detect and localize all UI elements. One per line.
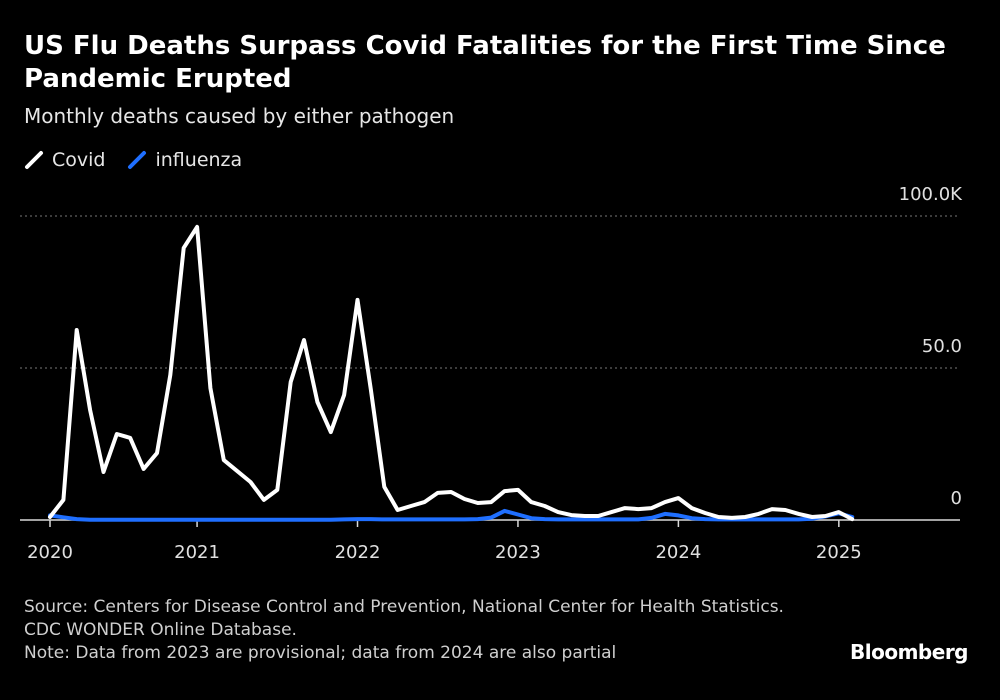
legend: Covid influenza <box>24 149 242 171</box>
legend-swatch-line <box>25 151 43 169</box>
chart-title: US Flu Deaths Surpass Covid Fatalities f… <box>24 31 946 94</box>
line-series <box>48 224 855 522</box>
x-tick-label: 2024 <box>655 542 701 563</box>
line-series <box>48 508 855 522</box>
x-tick-label: 2025 <box>816 542 862 563</box>
x-tick-label: 2022 <box>335 542 381 563</box>
source: Source: Centers for Disease Control and … <box>24 597 784 640</box>
x-tick-label: 2020 <box>27 542 73 563</box>
legend-entry: Covid <box>24 149 105 171</box>
legend-label: influenza <box>155 149 243 171</box>
y-tick-label: 0 <box>951 488 962 509</box>
legend-swatch <box>25 151 43 169</box>
y-tick-label: 100.0K <box>899 184 964 205</box>
note: Note: Data from 2023 are provisional; da… <box>24 643 617 663</box>
y-tick-label: 50.0 <box>922 336 962 357</box>
legend-entry: influenza <box>127 149 242 171</box>
x-tick-label: 2023 <box>495 542 541 563</box>
x-tick-label: 2021 <box>174 542 220 563</box>
legend-swatch-line <box>128 151 147 169</box>
legend-swatch <box>128 151 147 169</box>
footer: Source: Centers for Disease Control and … <box>24 596 824 665</box>
brand: Bloomberg <box>850 640 968 664</box>
chart-subtitle: Monthly deaths caused by either pathogen <box>24 104 455 128</box>
legend-label: Covid <box>52 149 106 171</box>
